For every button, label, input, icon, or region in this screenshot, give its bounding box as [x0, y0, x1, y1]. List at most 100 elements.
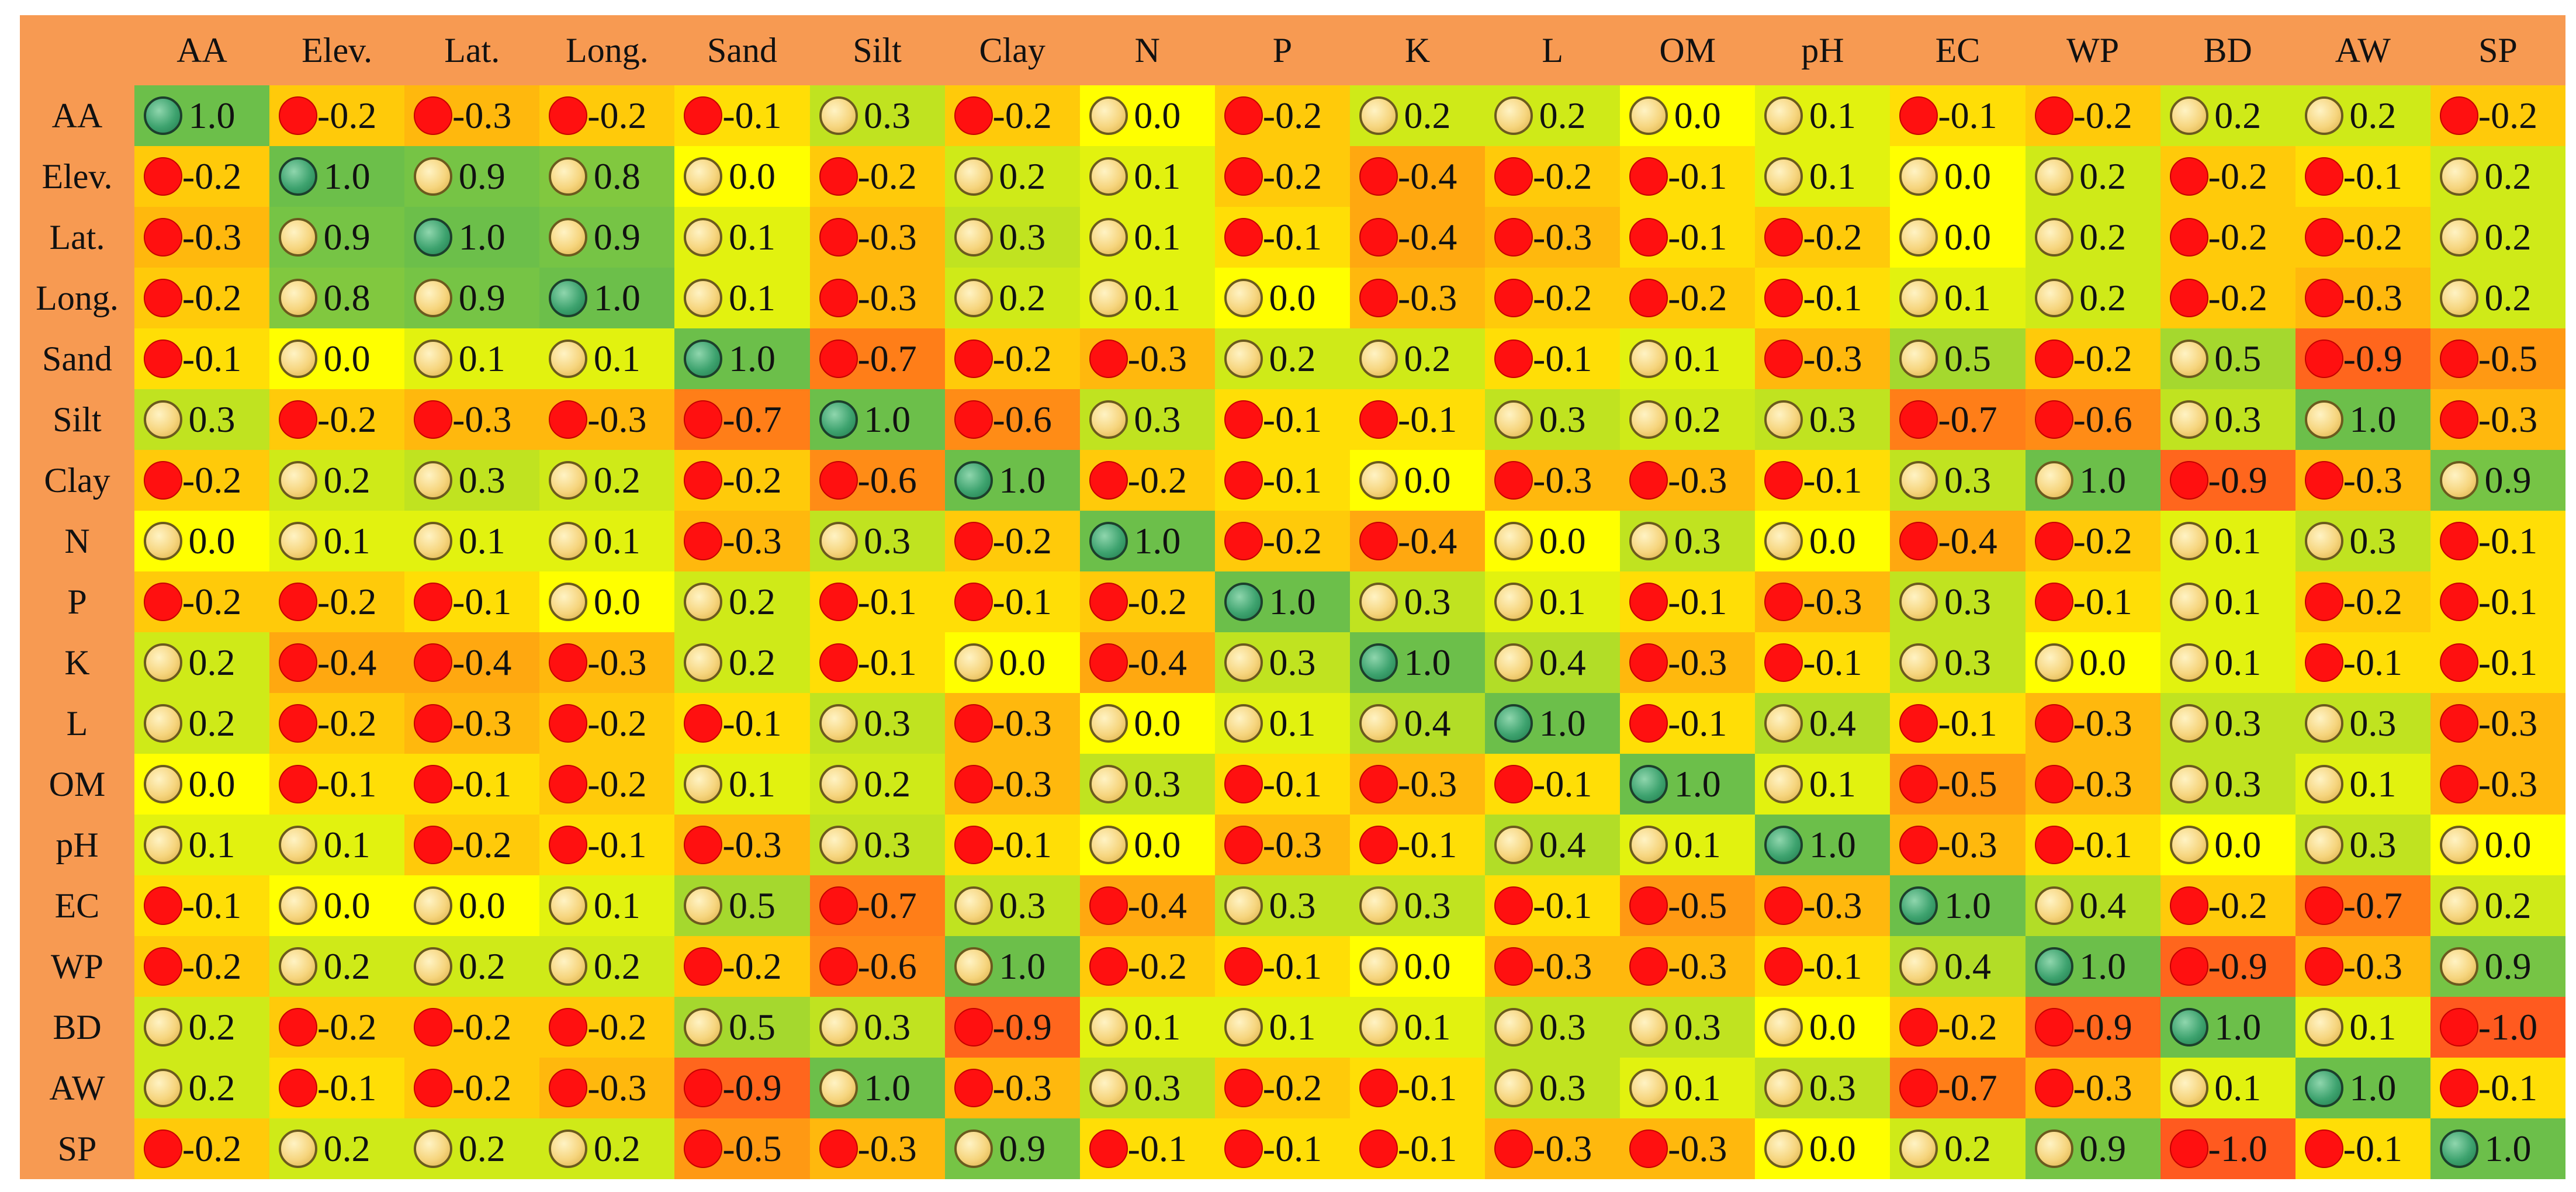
cell-value-label: -0.1: [2343, 1128, 2402, 1169]
negative-marker-icon: [1224, 826, 1263, 864]
column-header-label: Long.: [539, 15, 675, 85]
cell-value-label: -0.1: [1397, 824, 1457, 865]
cell-value-label: -0.9: [992, 1006, 1052, 1048]
heatmap-cell: 1.0: [2295, 1058, 2430, 1118]
positive-marker-icon: [1629, 826, 1668, 864]
cell-value-label: -0.1: [1668, 702, 1727, 744]
positive-marker-icon: [1764, 1069, 1803, 1107]
positive-marker-icon: [1089, 826, 1128, 864]
positive-marker-icon: [1899, 947, 1938, 986]
heatmap-cell: -0.1: [1350, 389, 1486, 450]
heatmap-cell: 0.0: [269, 875, 405, 936]
heatmap-cell: 1.0: [2025, 450, 2160, 511]
positive-marker-icon: [2034, 461, 2073, 500]
cell-value-label: -0.3: [992, 1067, 1052, 1108]
cell-value-label: -0.3: [992, 763, 1052, 805]
positive-marker-icon: [414, 279, 453, 317]
cell-value-label: 0.0: [1404, 459, 1451, 501]
positive-marker-icon: [954, 886, 993, 925]
positive-marker-icon: [414, 522, 453, 560]
heatmap-cell: 0.3: [404, 450, 540, 511]
heatmap-cell: 1.0: [404, 207, 540, 268]
heatmap-cell: 0.1: [1755, 85, 1891, 146]
cell-value-label: -0.1: [1262, 1128, 1322, 1169]
cell-value-label: -0.2: [2343, 216, 2402, 258]
positive-marker-icon: [279, 339, 318, 378]
cell-value-label: 0.1: [1134, 277, 1181, 318]
row-header-label: BD: [20, 997, 134, 1058]
heatmap-cell: 0.1: [1079, 146, 1215, 207]
cell-value-label: -0.2: [2208, 155, 2267, 197]
cell-value-label: -0.3: [857, 277, 917, 318]
cell-value-label: -0.1: [1533, 763, 1592, 805]
cell-value-label: 0.1: [593, 885, 640, 926]
negative-marker-icon: [1494, 218, 1533, 257]
cell-value-label: -0.2: [992, 520, 1052, 562]
heatmap-cell: 0.1: [269, 511, 405, 571]
heatmap-cell: 0.0: [1350, 450, 1486, 511]
negative-marker-icon: [1224, 947, 1263, 986]
heatmap-cell: 0.1: [2295, 997, 2430, 1058]
cell-value-label: 1.0: [1404, 642, 1451, 683]
heatmap-cell: 0.1: [1079, 997, 1215, 1058]
cell-value-label: -0.1: [182, 338, 242, 379]
negative-marker-icon: [2304, 583, 2343, 621]
cell-value-label: 0.0: [2079, 642, 2127, 683]
negative-marker-icon: [2304, 1129, 2343, 1168]
cell-value-label: 0.4: [1539, 642, 1586, 683]
heatmap-cell: 0.0: [1890, 207, 2026, 268]
positive-marker-icon: [279, 1129, 318, 1168]
cell-value-label: 0.1: [1404, 1006, 1451, 1048]
negative-marker-icon: [2034, 1069, 2073, 1107]
cell-value-label: 0.1: [188, 824, 236, 865]
heatmap-cell: -0.3: [1485, 936, 1621, 997]
positive-marker-icon: [549, 339, 588, 378]
cell-value-label: 0.3: [2349, 824, 2397, 865]
cell-value-label: 0.0: [1134, 95, 1181, 136]
cell-value-label: -0.1: [1668, 581, 1727, 622]
heatmap-cell: -0.1: [1890, 693, 2026, 754]
cell-value-label: -0.1: [1262, 945, 1322, 987]
cell-value-label: 0.4: [1404, 702, 1451, 744]
positive-marker-icon: [1089, 157, 1128, 196]
heatmap-cell: -0.2: [1485, 146, 1621, 207]
heatmap-cell: -0.4: [269, 632, 405, 693]
heatmap-cell: -0.3: [944, 754, 1080, 815]
heatmap-cell: -0.3: [1214, 815, 1350, 875]
negative-marker-icon: [1764, 279, 1803, 317]
cell-value-label: 0.2: [2079, 155, 2127, 197]
heatmap-cell: -0.3: [809, 207, 945, 268]
heatmap-cell: 0.3: [1755, 389, 1891, 450]
heatmap-cell: 0.3: [2160, 754, 2295, 815]
cell-value-label: 0.2: [593, 459, 640, 501]
heatmap-cell: -0.4: [1079, 632, 1215, 693]
heatmap-cell: 0.3: [1485, 1058, 1621, 1118]
negative-marker-icon: [1899, 1069, 1938, 1107]
heatmap-cell: -0.2: [2295, 571, 2430, 632]
heatmap-cell: 0.3: [809, 511, 945, 571]
heatmap-cell: -0.1: [1214, 936, 1350, 997]
cell-value-label: 0.1: [2214, 1067, 2262, 1108]
heatmap-cell: 0.0: [1079, 815, 1215, 875]
positive-marker-icon: [1224, 279, 1263, 317]
negative-marker-icon: [1899, 400, 1938, 439]
positive-marker-icon: [414, 461, 453, 500]
negative-marker-icon: [1764, 886, 1803, 925]
row-header-label: Elev.: [20, 146, 134, 207]
cell-value-label: 0.9: [458, 155, 505, 197]
negative-marker-icon: [1089, 886, 1128, 925]
heatmap-cell: 0.3: [1890, 632, 2026, 693]
heatmap-cell: 0.9: [944, 1118, 1080, 1179]
positive-marker-icon: [1764, 1129, 1803, 1168]
heatmap-cell: 0.1: [1079, 207, 1215, 268]
negative-marker-icon: [2034, 1008, 2073, 1047]
cell-value-label: 0.1: [323, 520, 371, 562]
negative-marker-icon: [684, 1069, 723, 1107]
cell-value-label: -0.2: [317, 1006, 377, 1048]
heatmap-cell: -0.6: [809, 936, 945, 997]
positive-marker-icon: [1359, 704, 1398, 743]
cell-value-label: 0.1: [2214, 520, 2262, 562]
positive-marker-icon: [549, 947, 588, 986]
heatmap-cell: -0.3: [1485, 450, 1621, 511]
row-header-label: Clay: [20, 450, 134, 511]
